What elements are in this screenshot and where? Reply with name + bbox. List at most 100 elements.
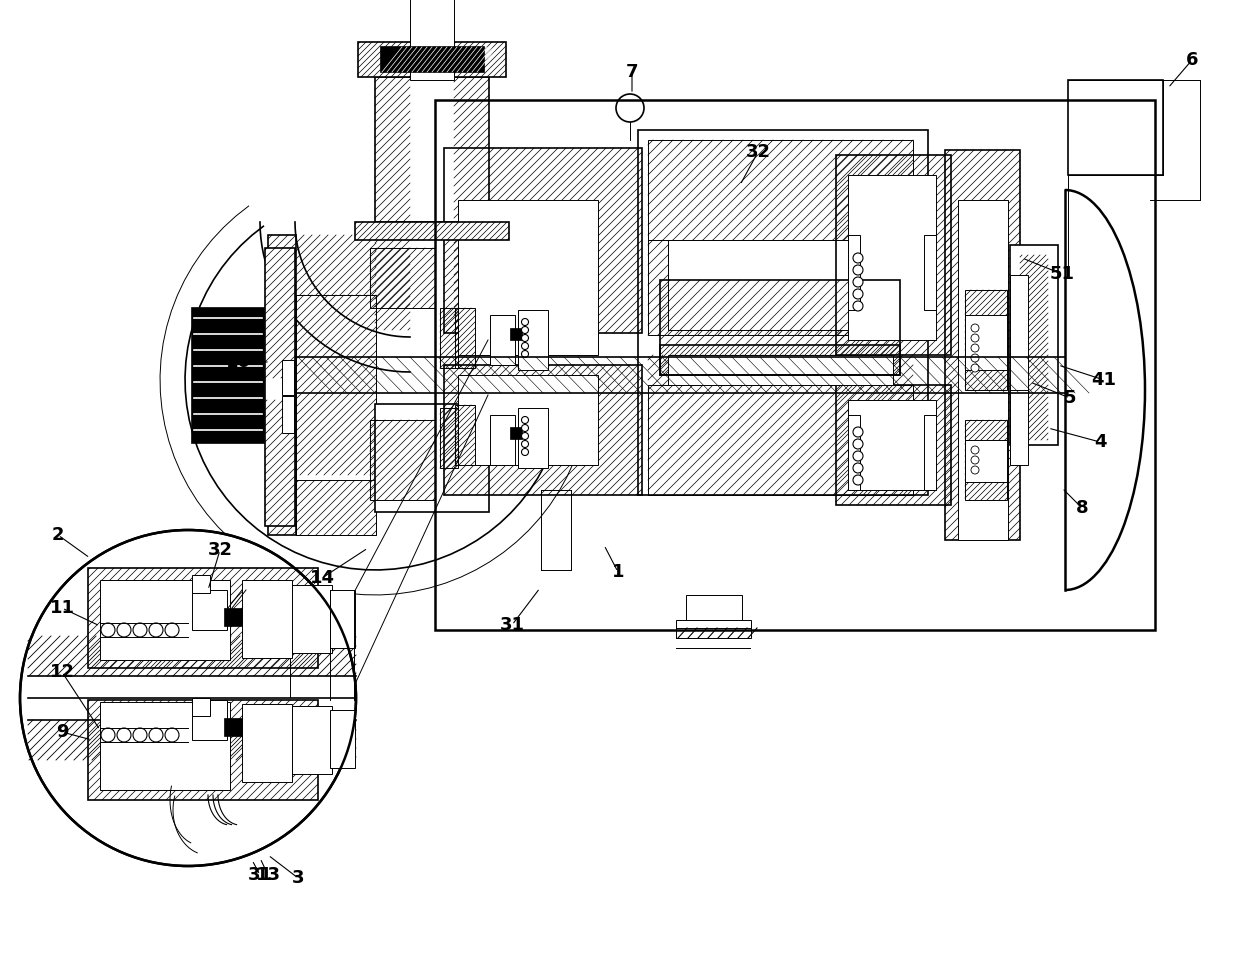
- Bar: [296, 295, 376, 480]
- Bar: [518, 408, 548, 468]
- Text: 32: 32: [207, 541, 233, 559]
- Bar: [945, 150, 1021, 540]
- Bar: [370, 248, 435, 308]
- Circle shape: [522, 350, 528, 357]
- Bar: [192, 575, 210, 593]
- Circle shape: [853, 265, 863, 275]
- Circle shape: [971, 456, 980, 464]
- Bar: [458, 200, 598, 355]
- Bar: [330, 710, 355, 768]
- Bar: [296, 475, 376, 535]
- Bar: [510, 328, 522, 340]
- Circle shape: [971, 446, 980, 454]
- Bar: [660, 345, 900, 375]
- Text: 31: 31: [248, 866, 273, 884]
- Circle shape: [971, 364, 980, 372]
- Circle shape: [971, 324, 980, 332]
- Bar: [848, 415, 861, 490]
- Circle shape: [971, 354, 980, 362]
- Text: 13: 13: [255, 866, 280, 884]
- Text: 7: 7: [626, 63, 639, 81]
- Circle shape: [117, 623, 131, 637]
- Bar: [224, 718, 242, 736]
- Text: 11: 11: [50, 599, 74, 617]
- Circle shape: [853, 289, 863, 299]
- Bar: [435, 100, 1154, 630]
- Circle shape: [853, 301, 863, 311]
- Text: 9: 9: [56, 723, 68, 741]
- Bar: [639, 130, 928, 495]
- Text: 12: 12: [50, 663, 74, 681]
- Bar: [1011, 390, 1028, 465]
- Text: 41: 41: [1091, 371, 1116, 389]
- Bar: [959, 200, 1008, 540]
- Bar: [268, 235, 296, 535]
- Circle shape: [616, 94, 644, 122]
- Bar: [440, 308, 458, 368]
- Bar: [440, 408, 458, 468]
- Bar: [965, 440, 1007, 482]
- Text: 1: 1: [611, 563, 624, 581]
- Bar: [836, 385, 951, 505]
- Text: 10: 10: [226, 353, 250, 371]
- Bar: [100, 702, 229, 790]
- Bar: [686, 595, 742, 630]
- Circle shape: [971, 466, 980, 474]
- Text: 32: 32: [745, 143, 770, 161]
- Bar: [965, 315, 1007, 370]
- Circle shape: [853, 451, 863, 461]
- Text: 31: 31: [500, 616, 525, 634]
- Circle shape: [853, 475, 863, 485]
- Circle shape: [853, 439, 863, 449]
- Bar: [848, 235, 861, 310]
- Bar: [330, 590, 355, 648]
- Text: 2: 2: [52, 526, 64, 544]
- Bar: [458, 375, 598, 465]
- Bar: [88, 568, 317, 668]
- Circle shape: [100, 623, 115, 637]
- Bar: [281, 360, 294, 395]
- Bar: [965, 420, 1007, 500]
- Circle shape: [522, 417, 528, 424]
- Text: 4: 4: [1094, 433, 1106, 451]
- Bar: [1011, 275, 1028, 430]
- Text: 8: 8: [1075, 499, 1089, 517]
- Circle shape: [149, 623, 162, 637]
- Bar: [444, 365, 642, 495]
- Bar: [379, 46, 484, 72]
- Text: 51: 51: [1049, 265, 1075, 283]
- Circle shape: [853, 463, 863, 473]
- Text: 6: 6: [1185, 51, 1198, 69]
- Bar: [100, 580, 229, 660]
- Circle shape: [20, 530, 356, 866]
- Bar: [192, 590, 227, 630]
- Bar: [242, 580, 291, 658]
- Bar: [965, 290, 1007, 390]
- Bar: [668, 240, 893, 330]
- Bar: [649, 240, 913, 335]
- Bar: [924, 415, 936, 490]
- Bar: [410, 0, 454, 80]
- Bar: [455, 405, 475, 465]
- Bar: [455, 308, 475, 368]
- Circle shape: [522, 326, 528, 334]
- Bar: [358, 42, 506, 77]
- Bar: [192, 698, 210, 716]
- Bar: [660, 280, 900, 375]
- Bar: [281, 396, 294, 433]
- Circle shape: [522, 425, 528, 431]
- Bar: [192, 308, 264, 443]
- Bar: [1068, 80, 1163, 175]
- Circle shape: [165, 623, 179, 637]
- Circle shape: [853, 427, 863, 437]
- Bar: [444, 148, 642, 333]
- Circle shape: [522, 449, 528, 455]
- Circle shape: [522, 432, 528, 439]
- Bar: [676, 620, 751, 638]
- Circle shape: [133, 728, 148, 742]
- Circle shape: [100, 728, 115, 742]
- Bar: [224, 608, 242, 626]
- Bar: [836, 155, 951, 355]
- Circle shape: [522, 343, 528, 349]
- Bar: [649, 385, 913, 495]
